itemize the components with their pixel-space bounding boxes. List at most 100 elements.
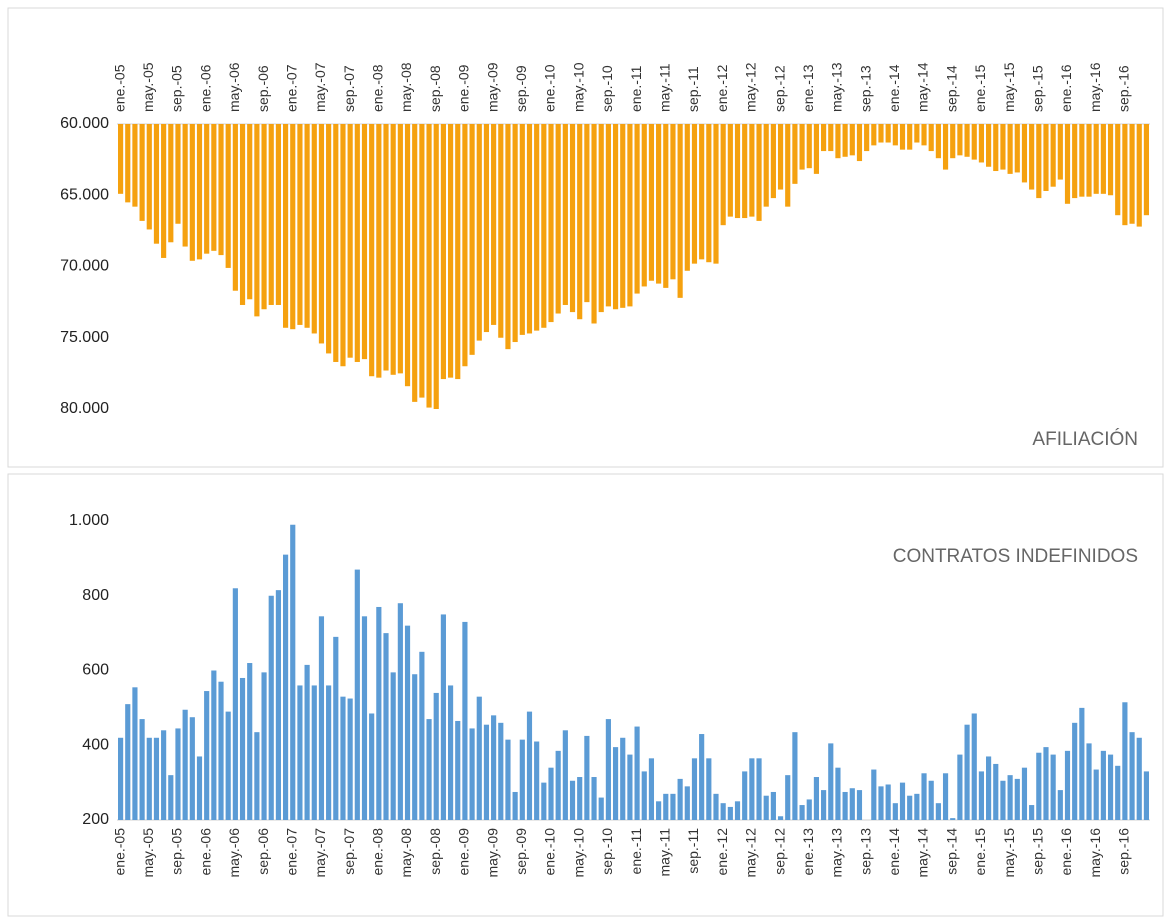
- bar: [1021, 767, 1028, 820]
- bar: [849, 124, 855, 156]
- bar: [225, 711, 231, 820]
- bar: [1014, 778, 1020, 820]
- bar: [548, 124, 554, 323]
- bar: [311, 685, 317, 820]
- x-tick-label: sep.-12: [771, 65, 787, 112]
- bar: [326, 685, 332, 820]
- bar: [864, 124, 870, 152]
- bar: [247, 663, 253, 820]
- y-tick-label: 200: [82, 811, 109, 828]
- x-tick-label: ene.-15: [972, 64, 988, 112]
- bar: [1143, 771, 1149, 820]
- bar: [254, 124, 260, 317]
- bar: [950, 124, 956, 159]
- x-tick-label: sep.-05: [169, 828, 185, 875]
- bar: [928, 124, 934, 152]
- y-tick-label: 60.000: [60, 115, 109, 132]
- bar: [1129, 732, 1135, 820]
- bar: [1100, 750, 1106, 820]
- x-tick-label: ene.-13: [800, 828, 816, 876]
- bar: [699, 124, 705, 260]
- bar: [333, 124, 339, 362]
- bar: [175, 124, 181, 224]
- bar: [1064, 750, 1071, 820]
- bar: [1029, 124, 1035, 190]
- bar: [447, 685, 454, 820]
- bar: [1086, 124, 1092, 197]
- x-tick-label: sep.-11: [685, 828, 701, 874]
- bar: [584, 735, 590, 820]
- bar: [541, 124, 547, 328]
- bar: [555, 124, 561, 314]
- bar: [526, 124, 533, 334]
- x-tick-label: sep.-06: [255, 65, 271, 112]
- bar: [957, 124, 963, 156]
- bar: [469, 728, 475, 820]
- x-tick-label: ene.-13: [800, 64, 816, 112]
- x-tick-label: ene.-06: [197, 64, 213, 112]
- bar: [383, 633, 389, 820]
- bar: [641, 124, 647, 287]
- bar: [505, 124, 511, 350]
- bar: [1043, 124, 1049, 191]
- bar: [1000, 780, 1006, 820]
- bar: [734, 124, 741, 219]
- x-tick-label: sep.-09: [513, 828, 529, 875]
- bar: [1036, 752, 1042, 820]
- bar: [986, 124, 992, 167]
- bar: [727, 806, 733, 820]
- bar: [304, 124, 310, 328]
- bar: [677, 778, 683, 820]
- bar: [1007, 124, 1013, 174]
- bar: [397, 603, 403, 820]
- x-tick-label: may.-09: [484, 828, 500, 878]
- bar: [620, 737, 626, 820]
- bar: [878, 786, 884, 820]
- bar: [361, 616, 368, 820]
- y-tick-label: 800: [82, 587, 109, 604]
- bar: [189, 717, 195, 820]
- bar: [390, 124, 396, 375]
- bar: [297, 685, 303, 820]
- bar: [1057, 124, 1063, 180]
- bar: [182, 124, 188, 247]
- bar: [196, 124, 203, 260]
- y-tick-label: 400: [82, 736, 109, 753]
- bar: [742, 124, 748, 219]
- bar: [648, 758, 655, 820]
- bar: [318, 124, 325, 344]
- bar: [677, 124, 683, 298]
- x-tick-label: sep.-10: [599, 65, 615, 112]
- bar: [1072, 124, 1078, 199]
- bar: [182, 709, 188, 820]
- bar: [1143, 124, 1149, 216]
- bar: [1029, 805, 1035, 820]
- bar: [419, 124, 425, 398]
- bar: [268, 124, 274, 305]
- bar: [118, 124, 124, 194]
- bar: [254, 732, 260, 820]
- bar: [699, 734, 705, 820]
- bar: [792, 124, 798, 184]
- x-tick-label: may.-16: [1087, 62, 1103, 112]
- bar: [146, 737, 152, 820]
- bar: [498, 124, 504, 338]
- x-tick-label: sep.-07: [341, 65, 357, 112]
- bar: [756, 124, 762, 221]
- bar: [282, 124, 289, 328]
- bar: [483, 124, 490, 333]
- bar: [512, 124, 518, 343]
- bar: [1007, 775, 1013, 820]
- bar: [326, 124, 332, 354]
- bar: [347, 124, 353, 358]
- bar: [871, 124, 877, 146]
- bar: [562, 124, 568, 305]
- bar: [770, 791, 776, 820]
- x-tick-label: may.-13: [829, 828, 845, 878]
- bar: [971, 713, 977, 820]
- bar: [799, 124, 805, 170]
- bar: [1050, 124, 1056, 187]
- bar: [469, 124, 475, 355]
- bar: [1093, 769, 1099, 820]
- bar: [404, 124, 411, 387]
